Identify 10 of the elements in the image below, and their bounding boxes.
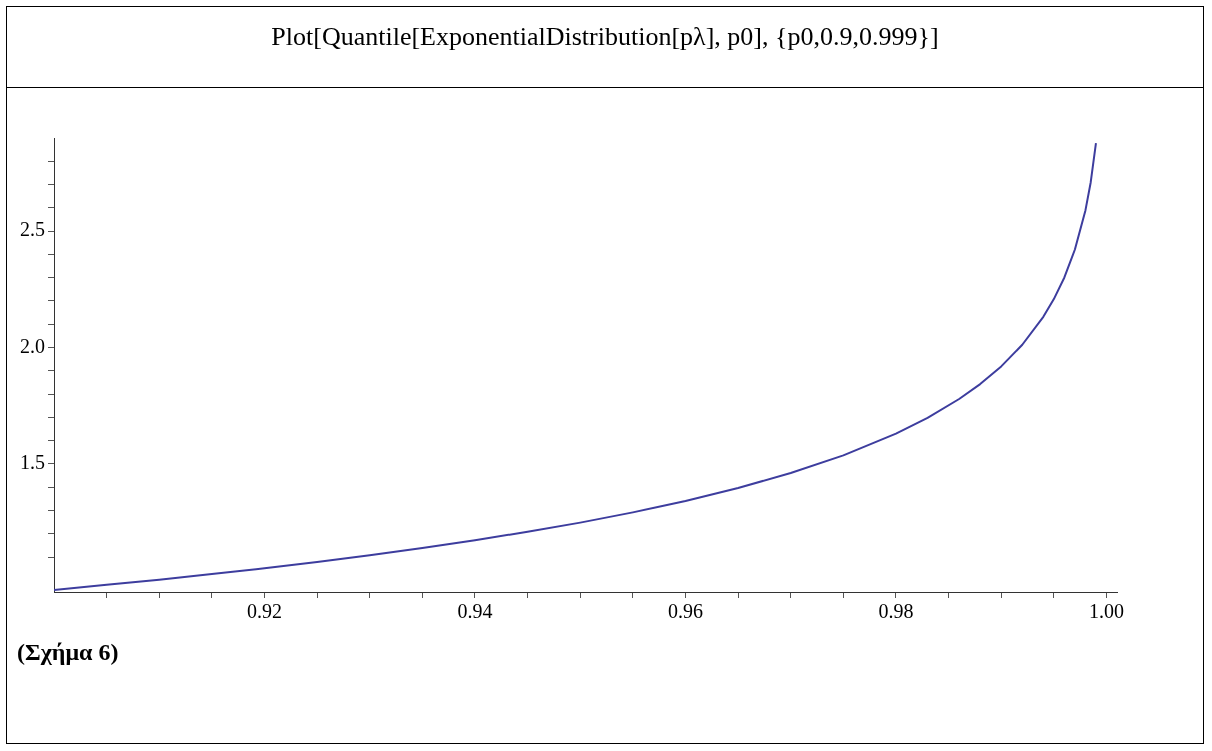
x-tick-label: 0.98 bbox=[878, 600, 914, 623]
x-tick-label: 0.96 bbox=[667, 600, 703, 623]
x-tick-label: 1.00 bbox=[1088, 600, 1124, 623]
chart-title: Plot[Quantile[ExponentialDistribution[pλ], p0], {p0,0.9,0.999}] bbox=[7, 7, 1203, 88]
text: (Σχήμα 6) bbox=[17, 639, 120, 666]
y-tick-label: 2.5 bbox=[20, 218, 45, 241]
y-tick-label: 1.5 bbox=[20, 451, 45, 474]
y-tick-label: 2.0 bbox=[20, 334, 45, 357]
x-tick-label: 0.92 bbox=[247, 600, 282, 623]
x-tick-label: 0.94 bbox=[457, 600, 493, 623]
